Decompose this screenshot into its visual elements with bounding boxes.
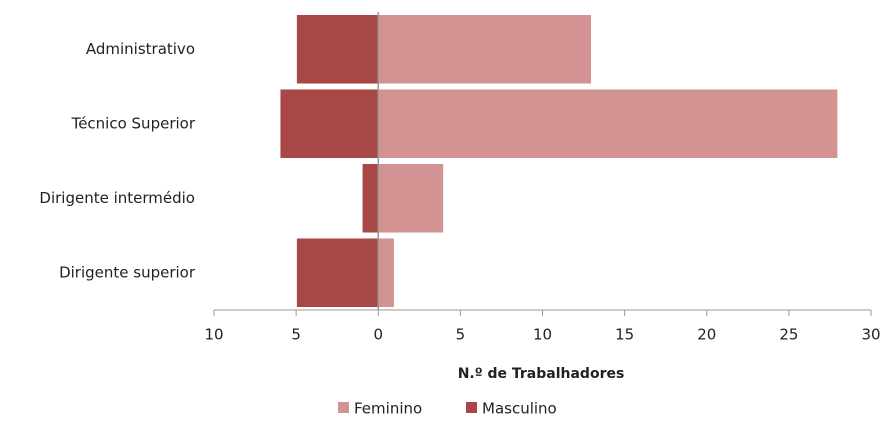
- bar: [377, 87, 839, 160]
- bar: [295, 13, 379, 86]
- x-tick-label: 20: [697, 326, 716, 344]
- x-tick-label: 5: [456, 326, 466, 344]
- x-tick-label: 10: [533, 326, 552, 344]
- y-tick-label: Dirigente intermédio: [39, 189, 195, 207]
- x-tick-label: 25: [779, 326, 798, 344]
- x-tick-label: 30: [861, 326, 880, 344]
- x-tick-label: 10: [204, 326, 223, 344]
- x-tick-label: 15: [615, 326, 634, 344]
- bar: [377, 162, 445, 235]
- bar: [361, 162, 380, 235]
- bar: [295, 236, 379, 309]
- legend-swatch: [466, 402, 477, 413]
- legend-label: Masculino: [482, 400, 557, 418]
- x-tick-label: 5: [291, 326, 301, 344]
- y-tick-label: Dirigente superior: [59, 263, 196, 281]
- legend-swatch: [338, 402, 349, 413]
- y-tick-label: Administrativo: [86, 40, 195, 58]
- bar: [377, 13, 593, 86]
- bar: [377, 236, 396, 309]
- legend-label: Feminino: [354, 400, 422, 418]
- x-tick-label: 0: [373, 326, 383, 344]
- x-axis-title: N.º de Trabalhadores: [458, 366, 625, 382]
- y-tick-label: Técnico Superior: [71, 114, 196, 132]
- bar: [278, 87, 380, 160]
